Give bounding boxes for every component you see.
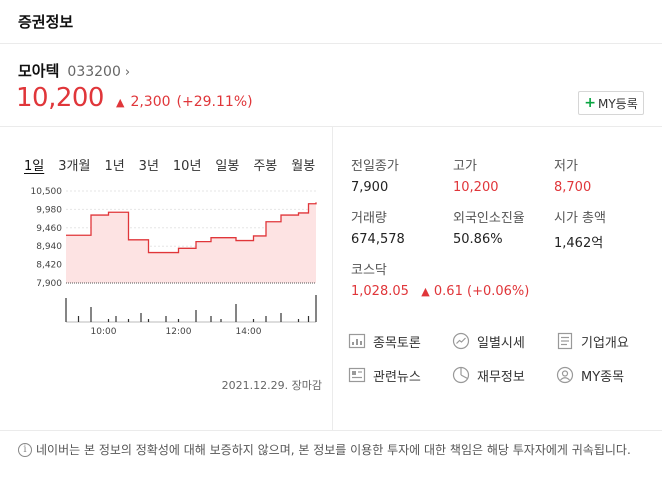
plus-icon: + <box>584 95 596 111</box>
user-icon <box>555 365 575 385</box>
index-value: 1,028.05 <box>351 284 409 299</box>
stat-label: 저가 <box>554 159 578 174</box>
disclaimer: i 네이버는 본 정보의 정확성에 대해 보증하지 않으며, 본 정보를 이용한… <box>18 442 648 458</box>
price-row: 10,200 ▲ 2,300 (+29.11%) <box>16 83 253 113</box>
link-daily-price[interactable]: 일별시세 <box>451 331 525 351</box>
stat-value: 674,578 <box>351 232 405 247</box>
link-financial-info[interactable]: 재무정보 <box>451 365 525 385</box>
stat-foreign-ratio: 외국인소진율 50.86% <box>453 207 525 247</box>
tab-3month[interactable]: 3개월 <box>58 159 91 174</box>
tab-10year[interactable]: 10년 <box>172 159 202 174</box>
period-tabs: 1일 3개월 1년 3년 10년 일봉 주봉 월봉 <box>24 155 329 174</box>
link-label: 관련뉴스 <box>373 369 421 385</box>
volume-bars <box>65 295 317 322</box>
change-percent: (+29.11%) <box>176 94 253 110</box>
price-line <box>66 202 317 254</box>
link-label: 재무정보 <box>477 369 525 385</box>
y-tick-label: 9,980 <box>36 205 62 215</box>
link-my-stocks[interactable]: MY종목 <box>555 365 624 385</box>
y-tick-label: 8,420 <box>36 261 62 271</box>
header: 증권정보 <box>0 0 662 44</box>
link-label: 일별시세 <box>477 335 525 351</box>
my-register-label: MY등록 <box>597 96 638 111</box>
up-arrow-icon: ▲ <box>115 96 125 109</box>
stat-label: 코스닥 <box>351 263 387 278</box>
link-discussion[interactable]: 종목토론 <box>347 331 421 351</box>
page-title: 증권정보 <box>18 13 74 31</box>
x-tick-label: 14:00 <box>236 327 262 337</box>
stock-code[interactable]: 033200 <box>67 64 121 80</box>
my-register-button[interactable]: + MY등록 <box>578 91 644 115</box>
stat-high: 고가 10,200 <box>453 155 499 195</box>
info-icon: i <box>18 443 32 457</box>
stat-value: 10,200 <box>453 180 499 195</box>
x-tick-label: 12:00 <box>166 327 192 337</box>
market-close-date: 2021.12.29. 장마감 <box>221 379 322 392</box>
stat-label: 시가 총액 <box>554 211 606 226</box>
tab-weekly-candle[interactable]: 주봉 <box>253 159 278 174</box>
stock-name[interactable]: 모아텍 <box>18 62 60 80</box>
stat-label: 외국인소진율 <box>453 211 525 226</box>
news-icon <box>347 365 367 385</box>
x-tick-label: 10:00 <box>91 327 117 337</box>
index-change-percent: (+0.06%) <box>467 284 530 299</box>
stat-label: 전일종가 <box>351 159 399 174</box>
tab-daily-candle[interactable]: 일봉 <box>215 159 240 174</box>
pie-chart-icon <box>451 365 471 385</box>
up-arrow-icon: ▲ <box>421 285 430 298</box>
change-amount: 2,300 <box>130 94 171 110</box>
divider <box>332 126 333 430</box>
link-label: MY종목 <box>581 369 625 385</box>
stat-value: 1,028.05 ▲ 0.61 (+0.06%) <box>351 284 529 299</box>
discussion-icon <box>347 331 367 351</box>
price-chart[interactable]: 10,500 9,980 9,460 8,940 8,420 7,900 10:00 12:… <box>24 183 320 343</box>
index-change: 0.61 <box>433 284 463 299</box>
tab-monthly-candle[interactable]: 월봉 <box>291 159 316 174</box>
disclaimer-text: 네이버는 본 정보의 정확성에 대해 보증하지 않으며, 본 정보를 이용한 투… <box>36 443 631 457</box>
y-axis: 10,500 9,980 9,460 8,940 8,420 7,900 <box>31 187 63 289</box>
stat-value: 1,462억 <box>554 236 604 251</box>
stat-prev-close: 전일종가 7,900 <box>351 155 399 195</box>
link-related-news[interactable]: 관련뉴스 <box>347 365 421 385</box>
tab-1year[interactable]: 1년 <box>104 159 125 174</box>
y-tick-label: 8,940 <box>36 242 62 252</box>
current-price: 10,200 <box>16 83 104 113</box>
stat-market-cap: 시가 총액 1,462억 <box>554 207 606 251</box>
y-tick-label: 10,500 <box>31 187 63 197</box>
tab-3year[interactable]: 3년 <box>138 159 159 174</box>
divider <box>0 126 662 127</box>
link-company-overview[interactable]: 기업개요 <box>555 331 629 351</box>
y-tick-label: 9,460 <box>36 224 62 234</box>
stat-kosdaq: 코스닥 1,028.05 ▲ 0.61 (+0.06%) <box>351 259 529 299</box>
stat-value: 7,900 <box>351 180 389 195</box>
y-tick-label: 7,900 <box>36 279 62 289</box>
divider <box>0 430 662 431</box>
stat-volume: 거래량 674,578 <box>351 207 405 247</box>
price-change: ▲ 2,300 (+29.11%) <box>116 94 253 110</box>
link-label: 기업개요 <box>581 335 629 351</box>
stat-label: 고가 <box>453 159 477 174</box>
trend-icon <box>451 331 471 351</box>
document-icon <box>555 331 575 351</box>
x-axis: 10:00 12:00 14:00 <box>91 327 262 337</box>
stat-value: 8,700 <box>554 180 592 195</box>
stat-low: 저가 8,700 <box>554 155 591 195</box>
chevron-right-icon[interactable]: › <box>124 65 131 80</box>
stat-value: 50.86% <box>453 232 503 247</box>
stock-name-row[interactable]: 모아텍 033200 › <box>18 60 130 81</box>
link-label: 종목토론 <box>373 335 421 351</box>
stat-label: 거래량 <box>351 211 387 226</box>
tab-1day[interactable]: 1일 <box>24 159 45 174</box>
